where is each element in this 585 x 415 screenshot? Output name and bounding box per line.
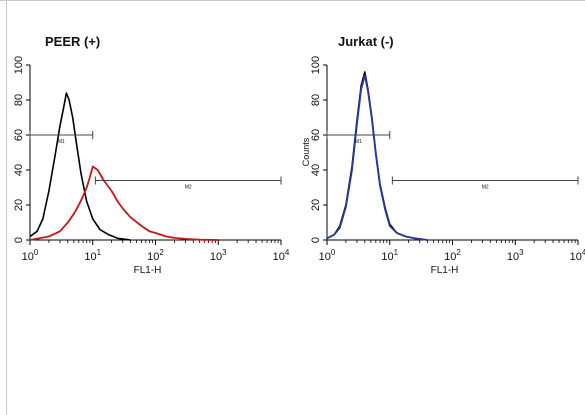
x-tick-label: 100 (22, 248, 39, 263)
y-tick-label: 100 (13, 56, 25, 74)
y-tick-label: 80 (310, 94, 322, 106)
y-tick-label: 0 (310, 237, 322, 243)
gate-label: M1 (355, 139, 362, 145)
histogram-trace (326, 74, 428, 241)
y-tick-label: 40 (13, 164, 25, 176)
y-tick-label: 20 (13, 199, 25, 211)
chart-title: Jurkat (-) (338, 34, 394, 49)
y-tick-label: 80 (13, 94, 25, 106)
gate-label: M1 (58, 139, 65, 145)
x-tick-label: 101 (84, 248, 101, 263)
frame-left-line (6, 0, 7, 415)
chart-title: PEER (+) (45, 34, 100, 49)
x-tick-label: 101 (381, 248, 398, 263)
y-tick-label: 20 (310, 199, 322, 211)
gate-label: M2 (482, 185, 489, 191)
y-tick-label: 60 (310, 129, 322, 141)
histogram-trace (29, 165, 219, 241)
x-tick-label: 103 (507, 248, 524, 263)
frame-top-line (0, 0, 585, 1)
x-tick-label: 102 (147, 248, 164, 263)
x-tick-label: 102 (444, 248, 461, 263)
x-axis-label: FL1-H (431, 265, 459, 276)
y-axis-label: Counts (301, 137, 311, 166)
y-tick-label: 0 (13, 237, 25, 243)
histogram-trace (326, 71, 428, 241)
x-tick-label: 100 (319, 248, 336, 263)
histogram-trace (29, 92, 131, 241)
x-tick-label: 104 (570, 248, 585, 263)
gate-label: M2 (185, 185, 192, 191)
y-tick-label: 40 (310, 164, 322, 176)
x-tick-label: 104 (273, 248, 290, 263)
x-tick-label: 103 (210, 248, 227, 263)
histogram-jurkat: Jurkat (-) 0 20 40 60 80 100 Counts 100 101 102 103… (301, 34, 585, 276)
x-axis-label: FL1-H (134, 265, 162, 276)
histogram-peer: PEER (+) 0 20 40 60 80 100 100 101 102 103 104 FL1-H… (13, 34, 290, 276)
y-tick-label: 100 (310, 56, 322, 74)
y-tick-label: 60 (13, 129, 25, 141)
